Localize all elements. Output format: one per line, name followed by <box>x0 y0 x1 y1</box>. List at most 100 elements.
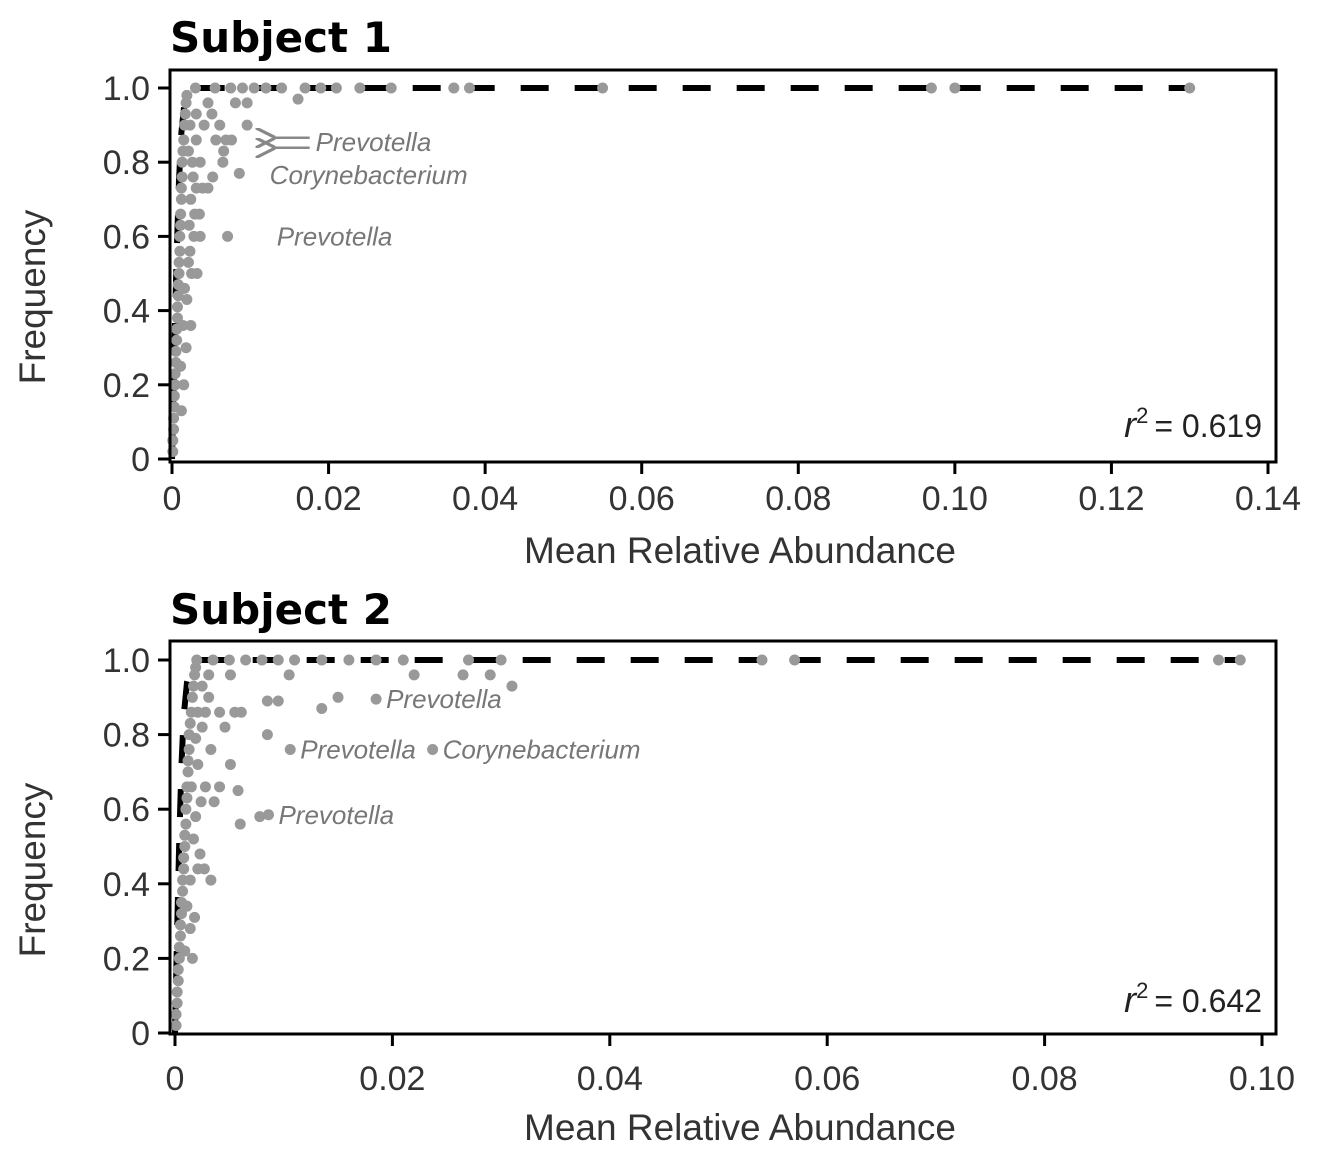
data-point <box>179 841 191 852</box>
data-point <box>172 975 184 987</box>
x-tick-label: 0.10 <box>922 480 988 518</box>
data-point <box>182 145 194 157</box>
data-point <box>789 654 801 666</box>
fit-curve <box>172 657 1241 1034</box>
data-point <box>272 695 284 707</box>
panel-1-fit <box>169 85 1190 460</box>
data-point <box>178 379 190 391</box>
data-point <box>248 82 260 94</box>
data-point <box>484 669 496 681</box>
data-point <box>183 219 195 231</box>
data-point <box>224 758 236 770</box>
data-point <box>284 744 296 756</box>
panel-2-annotations: Prevotella Prevotella Corynebacterium Prevo… <box>278 684 640 830</box>
data-point <box>225 134 237 146</box>
data-point <box>194 230 206 242</box>
data-point <box>184 119 196 131</box>
panel-1-points <box>167 82 1196 458</box>
data-point <box>202 97 214 109</box>
data-point <box>185 319 197 331</box>
data-point <box>169 379 181 391</box>
data-point <box>178 852 190 864</box>
data-point <box>181 792 193 804</box>
data-point <box>186 156 198 168</box>
panel-title: Subject 2 <box>170 585 392 634</box>
data-point <box>175 405 187 417</box>
data-point <box>208 796 220 808</box>
data-point <box>182 766 194 778</box>
data-point <box>495 654 507 666</box>
data-point <box>203 669 215 681</box>
data-point <box>236 82 248 94</box>
plot-frame <box>168 68 1278 464</box>
data-point <box>183 744 195 756</box>
x-tick-label: 0.04 <box>452 480 518 518</box>
data-point <box>177 319 189 331</box>
panel-title: Subject 1 <box>170 13 392 62</box>
x-tick-label: 0.08 <box>1012 1060 1078 1098</box>
data-point <box>506 680 518 692</box>
data-point <box>235 706 247 718</box>
data-point <box>176 156 188 168</box>
data-point <box>180 818 192 830</box>
y-axis-label: Frequency <box>12 782 53 957</box>
data-point <box>241 97 253 109</box>
data-point <box>276 82 288 94</box>
data-point <box>194 156 206 168</box>
data-point <box>192 758 204 770</box>
annotation-label: Prevotella <box>277 221 393 251</box>
plot-frame <box>168 639 1278 1036</box>
data-point <box>205 874 217 886</box>
data-point <box>170 1020 182 1032</box>
data-point <box>178 134 190 146</box>
data-point <box>174 230 186 242</box>
data-point <box>925 82 937 94</box>
data-point <box>191 654 203 666</box>
data-point <box>223 654 235 666</box>
data-point <box>179 829 191 841</box>
data-point <box>229 97 241 109</box>
annotation-label: Prevotella <box>316 127 432 157</box>
data-point <box>222 230 234 242</box>
y-tick-label: 0 <box>131 1015 150 1053</box>
data-point <box>214 119 226 131</box>
y-axis-label: Frequency <box>12 209 53 384</box>
annotation-label: Prevotella <box>278 800 394 830</box>
panel-1-ticks: 0 0.02 0.04 0.06 0.08 0.10 0.12 0.14 0 0.2 0.4 0.6 0… <box>103 70 1301 518</box>
y-tick-label: 0.8 <box>103 717 150 755</box>
data-point <box>292 93 304 105</box>
data-point <box>457 669 469 681</box>
data-point <box>427 744 439 756</box>
data-point <box>316 702 328 714</box>
data-point <box>332 691 344 703</box>
data-point <box>272 654 284 666</box>
data-point <box>240 654 252 666</box>
data-point <box>210 134 222 146</box>
data-point <box>207 171 219 183</box>
data-point <box>234 818 246 830</box>
data-point <box>202 182 214 194</box>
data-point <box>176 171 188 183</box>
data-point <box>198 119 210 131</box>
y-tick-label: 0.4 <box>103 293 150 331</box>
panel-subject-1: Subject 1 0 0.02 0.04 0.06 0.08 0.10 0.12 0.140… <box>12 13 1301 571</box>
data-point <box>190 732 202 744</box>
data-point <box>184 923 196 935</box>
data-point <box>1234 654 1246 666</box>
data-point <box>174 919 186 931</box>
data-point <box>448 82 460 94</box>
data-point <box>172 964 184 976</box>
data-point <box>261 695 273 707</box>
x-axis-label: Mean Relative Abundance <box>524 1107 956 1148</box>
data-point <box>181 900 193 912</box>
data-point <box>173 256 185 268</box>
data-point <box>218 145 230 157</box>
data-point <box>184 245 196 257</box>
data-point <box>170 345 182 357</box>
data-point <box>179 282 191 294</box>
data-point <box>256 654 268 666</box>
fit-curve <box>169 85 1190 460</box>
annotation-label: Prevotella <box>386 684 502 714</box>
data-point <box>224 669 236 681</box>
